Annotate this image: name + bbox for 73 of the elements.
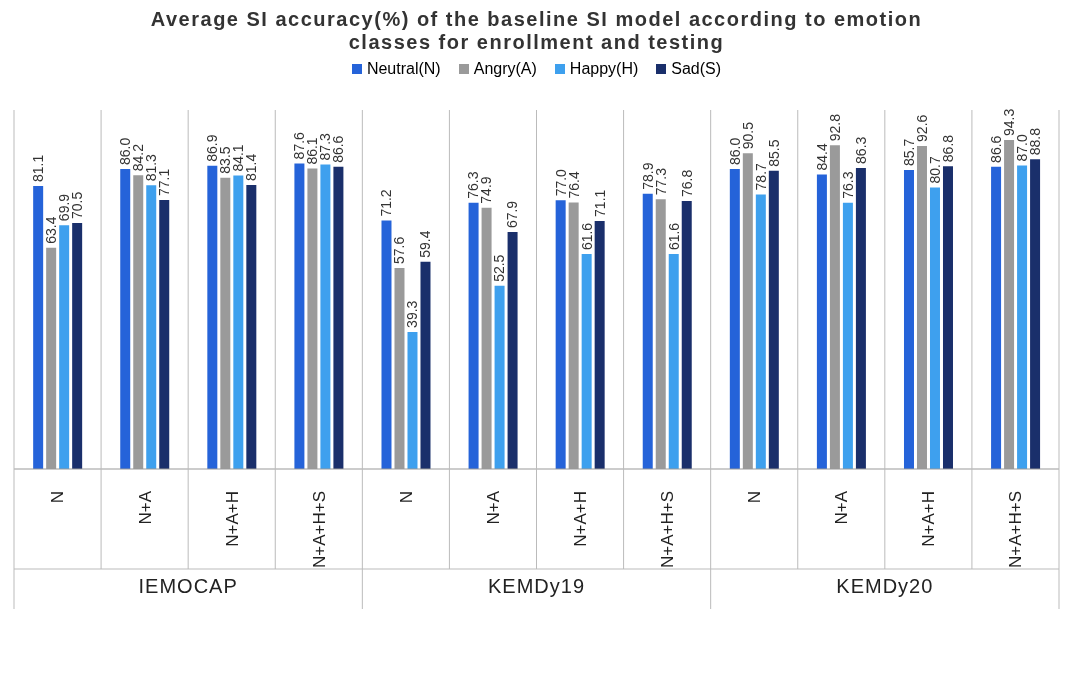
bar: [507, 232, 518, 469]
bar: [594, 220, 605, 469]
bar: [681, 201, 692, 469]
bar: [642, 193, 653, 469]
legend-label: Sad(S): [670, 60, 722, 78]
bar: [381, 220, 392, 469]
x-tick-label: N+A: [135, 490, 155, 525]
x-tick-label: N: [48, 491, 68, 504]
x-tick-label: N: [745, 491, 765, 504]
data-label: 84.4: [813, 143, 830, 171]
bar: [991, 166, 1002, 469]
text: KEMDy19: [486, 575, 586, 598]
data-label: 39.3: [404, 300, 421, 328]
bar: [233, 175, 244, 469]
bar: [159, 200, 170, 469]
bar: [942, 166, 953, 469]
bar: [207, 165, 218, 469]
bar: [729, 168, 740, 469]
bar: [842, 202, 853, 469]
bar: [555, 200, 566, 469]
bar: [855, 167, 866, 469]
x-tick-label: N+A: [483, 490, 503, 525]
legend-label: Happy(H): [568, 60, 639, 78]
data-label: 81.1: [30, 154, 47, 183]
data-label: 52.5: [491, 254, 508, 282]
x-tick-label: N+A: [832, 490, 852, 525]
bar: [333, 166, 344, 469]
data-label: 86.3: [852, 136, 869, 164]
x-tick-label: N+A+H: [222, 491, 242, 547]
data-label: 76.8: [678, 169, 695, 198]
x-tick-label: N+A+H+S: [309, 491, 329, 569]
bar: [59, 225, 70, 469]
bar: [320, 164, 331, 469]
bar: [816, 174, 827, 469]
data-label: 59.4: [417, 230, 434, 258]
bar: [246, 185, 257, 469]
legend-label: Neutral(N): [365, 60, 441, 78]
bar: [581, 254, 592, 469]
bar: [146, 185, 157, 469]
data-label: 92.8: [826, 113, 843, 142]
data-label: 86.6: [987, 135, 1004, 163]
x-tick-label: N+A+H: [919, 491, 939, 547]
bar: [668, 254, 679, 469]
bar: [903, 170, 914, 469]
bar: [72, 223, 83, 469]
data-label: 76.3: [839, 171, 856, 199]
bar: [929, 187, 940, 469]
legend-label: Angry(A): [472, 60, 537, 78]
x-tick-label: N+A+H+S: [1006, 491, 1026, 569]
data-label: 67.9: [504, 200, 521, 229]
bar: [33, 186, 44, 469]
x-tick-label: N: [396, 491, 416, 504]
bar: [768, 170, 779, 469]
data-label: 94.3: [1000, 108, 1017, 136]
bar: [407, 331, 418, 469]
bar: [294, 163, 305, 469]
x-tick-label: N+A+H: [570, 491, 590, 547]
bar: [1030, 159, 1041, 469]
bar: [468, 202, 479, 469]
chart-title: Average SI accuracy(%) of the baseline SI model according to emotion classes for enrollment and testing: [149, 8, 924, 54]
text: KEMDy20: [835, 575, 935, 598]
data-label: 61.6: [578, 222, 595, 251]
bar: [420, 261, 431, 469]
data-label: 57.6: [391, 236, 408, 265]
data-label: 71.2: [378, 189, 395, 217]
bar: [494, 285, 505, 469]
bar: [120, 168, 131, 469]
text: IEMOCAP: [137, 575, 239, 598]
data-label: 61.6: [665, 222, 682, 251]
data-label: 71.1: [591, 189, 608, 217]
bar: [1017, 165, 1028, 469]
bar: [755, 194, 766, 469]
x-tick-label: N+A+H+S: [658, 491, 678, 569]
